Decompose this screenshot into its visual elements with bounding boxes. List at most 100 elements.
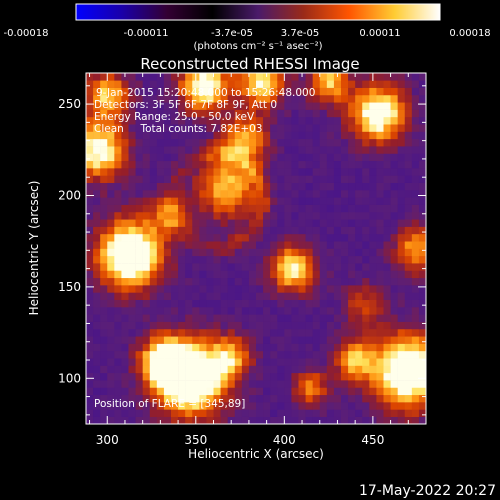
heatmap-cell (114, 314, 122, 322)
heatmap-cell (362, 116, 370, 125)
heatmap-cell (163, 380, 172, 388)
heatmap-cell (362, 307, 370, 315)
heatmap-cell (263, 153, 271, 162)
heatmap-cell (121, 211, 129, 220)
heatmap-cell (142, 160, 151, 169)
heatmap-cell (192, 350, 200, 359)
heatmap-cell (369, 226, 377, 235)
heatmap-cell (171, 343, 179, 352)
heatmap-cell (192, 80, 200, 88)
heatmap-cell (227, 248, 236, 257)
heatmap-cell (341, 182, 349, 191)
heatmap-cell (93, 336, 101, 344)
heatmap-cell (220, 233, 228, 242)
heatmap-cell (418, 219, 427, 227)
heatmap-cell (107, 255, 115, 264)
heatmap-cell (397, 343, 406, 352)
heatmap-cell (135, 190, 143, 198)
heatmap-cell (291, 343, 299, 352)
heatmap-cell (390, 175, 398, 183)
heatmap-cell (404, 175, 413, 183)
heatmap-cell (326, 182, 335, 191)
heatmap-cell (397, 94, 406, 103)
heatmap-cell (178, 226, 186, 235)
heatmap-cell (163, 160, 172, 169)
heatmap-cell (291, 299, 299, 308)
heatmap-cell (284, 307, 292, 315)
heatmap-cell (411, 350, 420, 359)
heatmap-cell (142, 299, 151, 308)
heatmap-cell (149, 416, 158, 425)
heatmap-cell (206, 380, 214, 388)
heatmap-cell (348, 109, 356, 118)
heatmap-cell (355, 197, 363, 205)
heatmap-cell (107, 292, 115, 300)
heatmap-cell (227, 365, 236, 374)
heatmap-cell (192, 241, 200, 249)
heatmap-cell (163, 94, 172, 103)
heatmap-cell (383, 336, 391, 344)
heatmap-cell (199, 402, 207, 410)
heatmap-cell (418, 343, 427, 352)
heatmap-cell (312, 255, 321, 264)
heatmap-cell (333, 402, 342, 410)
heatmap-cell (107, 138, 115, 147)
heatmap-cell (178, 350, 186, 359)
heatmap-cell (362, 314, 370, 322)
heatmap-cell (227, 102, 236, 110)
heatmap-cell (298, 182, 306, 191)
heatmap-cell (348, 292, 356, 300)
heatmap-cell (355, 233, 363, 242)
heatmap-cell (199, 292, 207, 300)
heatmap-cell (128, 358, 136, 366)
heatmap-cell (263, 328, 271, 337)
heatmap-cell (284, 343, 292, 352)
heatmap-cell (256, 372, 264, 381)
heatmap-cell (142, 416, 151, 425)
heatmap-cell (220, 219, 228, 227)
heatmap-cell (319, 211, 328, 220)
heatmap-cell (333, 285, 342, 293)
heatmap-cell (178, 394, 186, 403)
heatmap-cell (284, 358, 292, 366)
heatmap-cell (312, 314, 321, 322)
heatmap-cell (404, 299, 413, 308)
heatmap-cell (241, 226, 250, 235)
heatmap-cell (270, 292, 278, 300)
heatmap-cell (234, 211, 243, 220)
heatmap-cell (305, 116, 313, 125)
heatmap-cell (291, 211, 299, 220)
heatmap-cell (369, 182, 377, 191)
heatmap-cell (93, 372, 101, 381)
heatmap-cell (227, 255, 236, 264)
heatmap-cell (100, 160, 108, 169)
heatmap-cell (390, 241, 398, 249)
heatmap-cell (128, 307, 136, 315)
heatmap-cell (390, 343, 398, 352)
heatmap-cell (171, 233, 179, 242)
heatmap-cell (305, 402, 313, 410)
heatmap-cell (100, 102, 108, 110)
heatmap-cell (341, 292, 349, 300)
heatmap-cell (107, 416, 115, 425)
heatmap-cell (121, 153, 129, 162)
heatmap-cell (376, 372, 384, 381)
heatmap-cell (185, 314, 193, 322)
heatmap-cell (178, 80, 186, 88)
y-axis-label: Heliocentric Y (arcsec) (27, 181, 41, 316)
heatmap-cell (241, 109, 250, 118)
heatmap-cell (248, 146, 257, 154)
heatmap-cell (333, 160, 342, 169)
heatmap-cell (121, 387, 129, 396)
heatmap-cell (178, 94, 186, 103)
heatmap-cell (326, 124, 335, 132)
heatmap-cell (220, 328, 228, 337)
heatmap-cell (411, 248, 420, 257)
heatmap-cell (234, 190, 243, 198)
heatmap-cell (227, 94, 236, 103)
heatmap-cell (128, 416, 136, 425)
heatmap-cell (241, 175, 250, 183)
colorbar-tick-label: 0.00011 (359, 28, 400, 39)
heatmap-cell (100, 394, 108, 403)
heatmap-cell (397, 124, 406, 132)
